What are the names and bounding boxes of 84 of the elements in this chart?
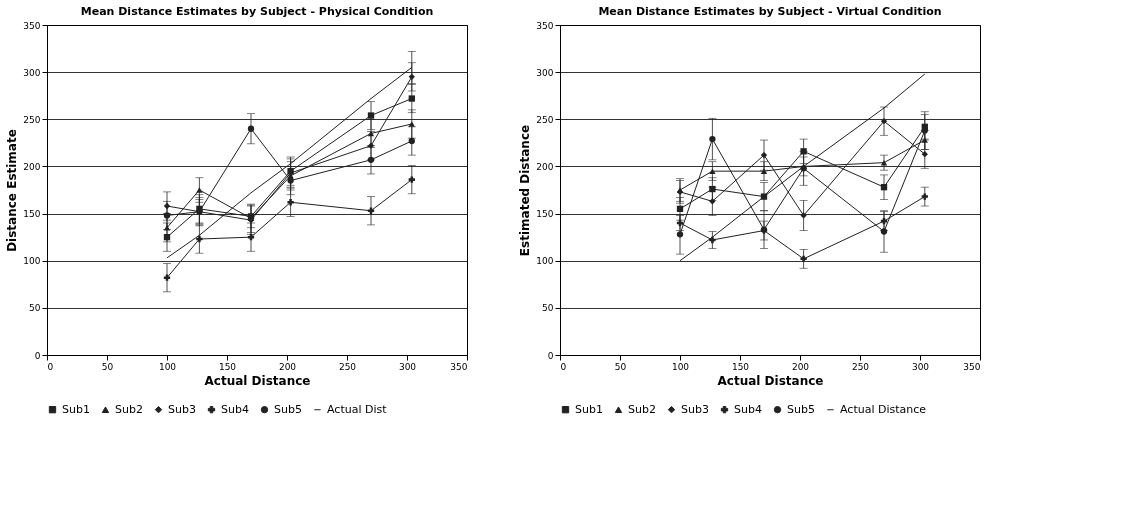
point xyxy=(196,235,203,243)
point xyxy=(709,168,716,174)
y-tick-label: 250 xyxy=(536,114,554,125)
point xyxy=(709,185,716,193)
point xyxy=(408,95,415,102)
legend-label: Sub5 xyxy=(274,402,302,416)
x-tick-label: 0 xyxy=(47,361,54,372)
point xyxy=(676,205,684,213)
y-axis-title: Estimated Distance xyxy=(518,124,533,257)
x-tick-label: 300 xyxy=(911,361,930,372)
point xyxy=(800,255,807,262)
point xyxy=(709,135,716,143)
y-tick-label: 150 xyxy=(536,209,554,220)
point xyxy=(921,193,928,200)
x-tick-label: 50 xyxy=(614,361,627,372)
y-tick-label: 200 xyxy=(536,161,554,172)
point xyxy=(800,212,807,219)
y-tick-label: 0 xyxy=(34,350,41,361)
legend-label: Sub3 xyxy=(681,402,709,416)
y-tick-label: 300 xyxy=(536,67,554,78)
x-tick-label: 150 xyxy=(218,361,237,372)
legend-label: Sub3 xyxy=(168,402,196,416)
y-tick-label: 350 xyxy=(23,20,41,31)
y-tick-label: 0 xyxy=(547,350,554,361)
legend-label: Actual Distance xyxy=(840,402,927,416)
x-tick-label: 0 xyxy=(560,361,567,372)
point xyxy=(163,233,171,241)
point xyxy=(367,112,375,119)
x-tick-label: 350 xyxy=(963,361,981,372)
point xyxy=(760,151,768,159)
legend-label: Sub1 xyxy=(62,402,90,416)
point xyxy=(287,177,294,184)
y-tick-label: 350 xyxy=(536,20,554,31)
legend-label: Sub5 xyxy=(787,402,815,416)
point xyxy=(709,236,716,244)
point xyxy=(676,231,684,238)
point xyxy=(367,130,375,137)
y-tick-label: 300 xyxy=(23,67,41,78)
y-tick-label: 50 xyxy=(542,303,554,314)
y-tick-label: 100 xyxy=(23,256,41,267)
x-tick-label: 200 xyxy=(791,361,810,372)
x-tick-label: 200 xyxy=(278,361,297,372)
point xyxy=(880,118,888,125)
legend-label: Sub2 xyxy=(115,402,143,416)
chart-title: Mean Distance Estimates by Subject - Physical Condition xyxy=(80,5,434,18)
x-tick-label: 250 xyxy=(851,361,870,372)
x-tick-label: 100 xyxy=(671,361,690,372)
x-tick-label: 150 xyxy=(731,361,750,372)
point xyxy=(196,187,203,193)
chart-title: Mean Distance Estimates by Subject - Virtual Condition xyxy=(598,5,942,18)
x-tick-label: 350 xyxy=(450,361,468,372)
y-tick-label: 150 xyxy=(23,209,41,220)
legend-label: Actual Dist xyxy=(327,402,388,416)
point xyxy=(408,137,415,145)
x-tick-label: 300 xyxy=(398,361,417,372)
legend-label: Sub1 xyxy=(575,402,603,416)
x-axis-title: Actual Distance xyxy=(204,373,311,388)
point xyxy=(408,176,415,183)
point xyxy=(880,184,888,191)
point xyxy=(760,193,768,200)
x-axis-title: Actual Distance xyxy=(717,373,824,388)
x-tick-label: 100 xyxy=(158,361,177,372)
y-tick-label: 50 xyxy=(29,303,41,314)
legend-label: Sub4 xyxy=(734,402,762,416)
point xyxy=(287,199,294,206)
line-series xyxy=(679,73,926,262)
y-tick-label: 250 xyxy=(23,114,41,125)
point xyxy=(408,121,415,127)
x-tick-label: 50 xyxy=(101,361,114,372)
y-tick-label: 100 xyxy=(536,256,554,267)
point xyxy=(880,228,888,235)
point xyxy=(163,212,171,219)
point xyxy=(367,207,375,214)
point xyxy=(163,202,171,210)
legend-label: Sub2 xyxy=(628,402,656,416)
point xyxy=(247,125,255,132)
point xyxy=(709,198,716,205)
point xyxy=(921,151,928,158)
legend-label: Sub4 xyxy=(221,402,249,416)
y-tick-label: 200 xyxy=(23,161,41,172)
point xyxy=(408,73,415,81)
x-tick-label: 250 xyxy=(338,361,357,372)
y-axis-title: Distance Estimate xyxy=(5,129,20,252)
point xyxy=(163,274,171,281)
